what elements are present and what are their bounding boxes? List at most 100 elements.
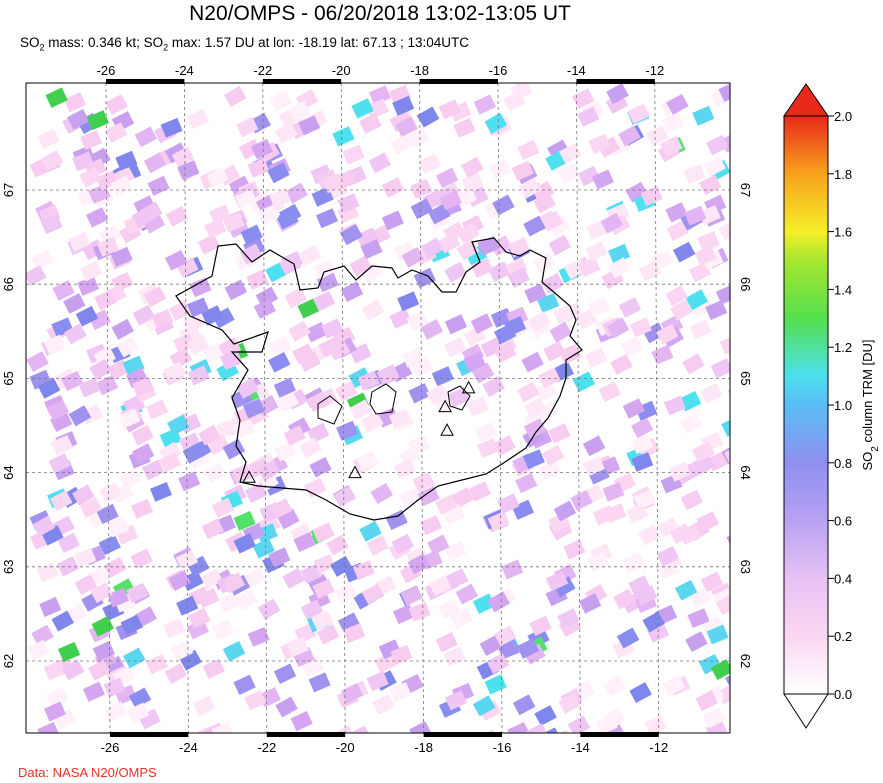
so2-pixel <box>142 212 166 234</box>
so2-pixel <box>182 442 206 464</box>
so2-pixel <box>132 376 155 397</box>
so2-pixel <box>475 421 498 443</box>
so2-pixel <box>169 300 192 321</box>
so2-pixel <box>644 715 667 733</box>
so2-pixel <box>697 231 720 251</box>
so2-pixel <box>212 619 234 640</box>
so2-pixel <box>381 177 405 198</box>
so2-pixel <box>528 311 551 333</box>
so2-pixel <box>613 588 636 610</box>
so2-pixel <box>131 425 154 446</box>
so2-pixel <box>706 624 729 645</box>
so2-pixel <box>277 508 300 530</box>
colorbar: 0.0 0.2 0.4 0.6 0.8 1.0 1.2 1.4 1.6 1.8 2.0 SO2 co… <box>783 83 881 729</box>
so2-pixel <box>257 459 281 481</box>
so2-pixel <box>330 555 353 577</box>
so2-pixel <box>463 351 486 372</box>
so2-pixel <box>276 208 299 230</box>
so2-pixel <box>497 493 520 514</box>
so2-pixel <box>165 206 189 227</box>
so2-pixel <box>622 398 646 419</box>
so2-pixel <box>700 382 723 404</box>
so2-pixel <box>283 425 306 446</box>
so2-pixel <box>45 687 69 708</box>
so2-pixel <box>638 260 662 282</box>
so2-pixel <box>307 422 330 444</box>
so2-pixel <box>306 391 330 412</box>
so2-pixel <box>126 583 149 603</box>
so2-pixel <box>118 408 141 429</box>
so2-pixel <box>585 347 608 368</box>
so2-pixel <box>202 658 225 679</box>
so2-pixel <box>285 182 308 204</box>
so2-pixel <box>167 414 190 436</box>
lat-label-right: 67 <box>738 183 753 197</box>
so2-pixel <box>435 631 458 653</box>
so2-pixel <box>600 212 624 234</box>
so2-pixel <box>275 696 298 718</box>
so2-pixel <box>482 375 505 398</box>
so2-pixel <box>284 287 308 309</box>
so2-pixel <box>332 725 356 733</box>
so2-pixel <box>132 443 155 465</box>
so2-pixel <box>370 483 394 505</box>
so2-pixel <box>507 267 530 288</box>
frame-tick-bottom <box>110 732 189 737</box>
so2-pixel <box>187 365 210 386</box>
so2-pixel <box>236 377 259 399</box>
so2-pixel <box>360 262 383 284</box>
so2-pixel <box>318 336 341 358</box>
so2-pixel <box>680 489 703 511</box>
triangle-marker-icon <box>461 380 476 394</box>
so2-pixel <box>223 85 247 107</box>
lon-label-bottom: -16 <box>493 740 512 755</box>
so2-pixel <box>128 687 152 709</box>
colorbar-tick-label: 0.6 <box>834 514 852 529</box>
so2-pixel <box>521 351 544 373</box>
so2-pixel <box>484 112 508 134</box>
so2-pixel <box>242 398 265 419</box>
so2-pixel <box>176 256 199 278</box>
so2-pixel <box>204 462 227 484</box>
so2-pixel-layer <box>26 83 730 733</box>
so2-pixel <box>267 162 290 184</box>
so2-pixel <box>476 438 499 458</box>
so2-pixel <box>321 318 344 339</box>
so2-pixel <box>687 608 710 629</box>
so2-pixel <box>110 246 133 267</box>
so2-pixel <box>608 243 631 264</box>
so2-pixel <box>58 641 81 662</box>
so2-pixel <box>533 252 556 274</box>
so2-pixel <box>268 336 292 357</box>
so2-pixel <box>662 112 685 133</box>
so2-pixel <box>477 235 500 256</box>
meridian-line <box>262 82 268 734</box>
so2-pixel <box>105 94 128 115</box>
so2-pixel <box>119 468 142 489</box>
map-frame <box>25 82 731 734</box>
colorbar-label: SO2 column TRM [DU] <box>860 339 881 470</box>
lon-label-bottom: -26 <box>101 740 120 755</box>
so2-pixel <box>703 707 726 729</box>
so2-pixel <box>336 420 359 441</box>
so2-pixel <box>438 99 461 120</box>
meridian-line <box>576 82 581 734</box>
so2-pixel <box>230 463 253 484</box>
lat-label-left: 67 <box>1 183 16 197</box>
so2-pixel <box>39 596 62 617</box>
so2-pixel <box>689 319 712 340</box>
so2-pixel <box>313 258 336 280</box>
so2-pixel <box>456 222 480 244</box>
so2-pixel <box>446 568 469 589</box>
so2-pixel <box>409 721 432 733</box>
so2-pixel <box>368 85 392 106</box>
so2-pixel <box>666 220 689 241</box>
so2-pixel <box>407 127 430 148</box>
so2-pixel <box>36 561 59 583</box>
so2-pixel <box>222 572 246 594</box>
so2-pixel <box>299 437 322 459</box>
so2-pixel <box>721 416 730 437</box>
so2-pixel <box>368 152 392 174</box>
so2-pixel <box>181 570 204 592</box>
so2-pixel <box>292 343 315 365</box>
